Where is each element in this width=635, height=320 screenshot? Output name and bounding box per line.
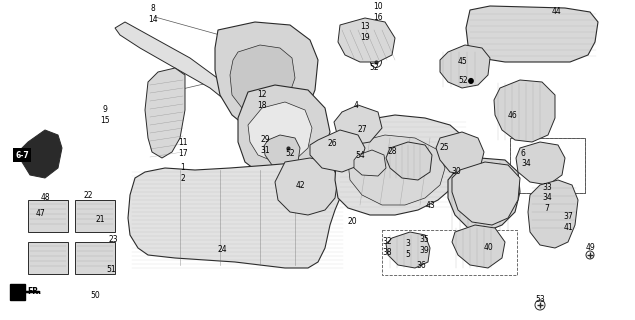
Text: 24: 24 (217, 245, 227, 254)
Text: 9
15: 9 15 (100, 105, 110, 125)
Polygon shape (75, 242, 115, 274)
Text: 49: 49 (586, 244, 596, 252)
Text: 35
39: 35 39 (419, 235, 429, 255)
Text: 47: 47 (35, 209, 45, 218)
Text: 53: 53 (535, 295, 545, 305)
Text: 6: 6 (521, 148, 525, 157)
Text: 42: 42 (296, 180, 305, 189)
Text: 25: 25 (439, 143, 449, 153)
Text: 29
31: 29 31 (260, 135, 270, 155)
Text: FR.: FR. (27, 287, 41, 297)
Text: 3
5: 3 5 (406, 239, 410, 259)
Polygon shape (115, 22, 230, 100)
Polygon shape (248, 102, 312, 162)
Text: 21: 21 (95, 214, 105, 223)
Polygon shape (238, 85, 330, 178)
Text: 22: 22 (83, 191, 93, 201)
Text: 36: 36 (416, 260, 426, 269)
Polygon shape (310, 130, 365, 172)
Bar (382, 230, 517, 275)
Text: 20: 20 (347, 218, 357, 227)
Text: 27: 27 (357, 125, 367, 134)
Polygon shape (440, 45, 490, 88)
Polygon shape (466, 6, 598, 62)
Text: 37
41: 37 41 (563, 212, 573, 232)
Polygon shape (386, 142, 432, 180)
Polygon shape (348, 135, 445, 205)
Polygon shape (516, 142, 565, 185)
Text: 30: 30 (451, 167, 461, 177)
Text: 6-7: 6-7 (15, 150, 29, 159)
Text: 10
16: 10 16 (373, 2, 383, 22)
Bar (510, 138, 585, 193)
Polygon shape (128, 162, 345, 268)
Text: 13
19: 13 19 (360, 22, 370, 42)
Text: 52●: 52● (458, 76, 474, 84)
Bar (510, 138, 585, 193)
Text: 12
18: 12 18 (257, 90, 267, 110)
Polygon shape (494, 80, 555, 142)
Polygon shape (334, 105, 382, 145)
Text: 33
34
7: 33 34 7 (542, 183, 552, 213)
Polygon shape (436, 132, 484, 175)
Text: 23: 23 (108, 235, 118, 244)
Text: 1
2: 1 2 (180, 163, 185, 183)
Polygon shape (264, 135, 300, 168)
Text: 52: 52 (369, 63, 379, 73)
Text: 4: 4 (354, 100, 358, 109)
Polygon shape (528, 180, 578, 248)
Text: 34: 34 (521, 159, 531, 169)
Polygon shape (230, 45, 295, 112)
Polygon shape (452, 225, 505, 268)
Text: 40: 40 (484, 244, 494, 252)
Text: 45: 45 (458, 58, 468, 67)
Text: 43: 43 (425, 201, 435, 210)
Polygon shape (386, 232, 430, 268)
Polygon shape (28, 200, 68, 232)
Text: 26: 26 (328, 139, 338, 148)
Text: 54: 54 (355, 150, 365, 159)
Polygon shape (275, 158, 338, 215)
Text: 11
17: 11 17 (178, 138, 188, 158)
Polygon shape (335, 115, 468, 215)
Text: 50: 50 (90, 292, 100, 300)
Text: 52: 52 (285, 148, 295, 157)
Polygon shape (75, 200, 115, 232)
Text: 44: 44 (551, 7, 561, 17)
Text: 28: 28 (387, 148, 397, 156)
Polygon shape (338, 18, 395, 62)
Polygon shape (215, 22, 318, 132)
Polygon shape (145, 68, 185, 158)
Text: 8
14: 8 14 (148, 4, 158, 24)
Text: 32
38: 32 38 (382, 237, 392, 257)
FancyBboxPatch shape (10, 284, 25, 300)
Polygon shape (448, 158, 520, 232)
Polygon shape (452, 162, 520, 225)
Text: 48: 48 (40, 194, 50, 203)
Text: 46: 46 (508, 110, 518, 119)
Polygon shape (354, 150, 386, 176)
Polygon shape (20, 130, 62, 178)
Text: 51: 51 (106, 265, 116, 274)
Polygon shape (28, 242, 68, 274)
